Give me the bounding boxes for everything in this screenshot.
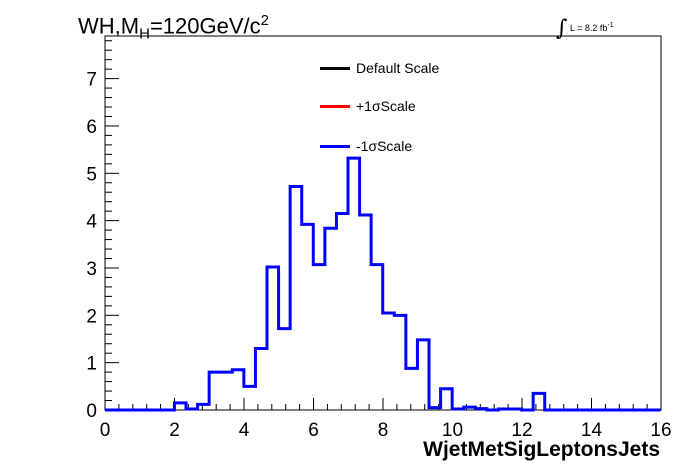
y-tick-label: 6 [86,117,97,138]
legend-label-default: Default Scale [356,60,440,76]
luminosity-unit-sup: -1 [607,21,614,29]
y-tick-label: 4 [86,212,97,233]
legend-label-minus1sigma: -1σScale [356,138,413,154]
plot-frame [104,35,662,411]
y-tick-label: 1 [86,354,97,375]
chart-title: WH,MH=120GeV/c2 [78,12,269,43]
legend-label-plus1sigma: +1σScale [356,98,416,114]
integral-icon: ∫ [556,16,568,41]
y-tick-label: 7 [86,70,97,91]
legend-item-default: Default Scale [320,58,439,78]
x-tick-label: 10 [442,420,463,441]
x-tick-label: 6 [308,420,319,441]
x-tick-label: 14 [581,420,603,441]
legend-line-minus1sigma [320,144,350,148]
x-tick-label: 0 [100,420,111,441]
legend-item-minus1sigma: -1σScale [320,136,412,156]
x-tick-label: 8 [378,420,389,441]
x-tick-label: 2 [169,420,180,441]
title-subscript: H [139,25,150,43]
x-tick-label: 12 [511,420,532,441]
x-axis: 0 2 4 6 8 10 12 14 16 [100,398,672,441]
y-tick-label: 3 [86,259,97,280]
luminosity-text: L = 8.2 fb [569,22,608,33]
title-main: WH,M [78,13,140,39]
x-axis-label: WjetMetSigLeptonsJets [423,438,660,461]
y-tick-label: 2 [86,306,97,327]
luminosity-label: ∫ L = 8.2 fb-1 [556,16,614,41]
y-tick-label: 0 [86,401,97,422]
x-tick-label: 16 [650,420,671,441]
y-tick-label: 5 [86,164,97,185]
x-tick-label: 4 [239,420,250,441]
title-superscript: 2 [260,12,269,29]
legend-line-default [320,66,350,70]
title-rest: =120GeV/c [149,13,261,39]
series-group [105,156,661,412]
legend-item-plus1sigma: +1σScale [320,96,416,116]
series-line-minus1sigma [105,156,661,412]
legend-line-plus1sigma [320,104,350,108]
y-axis: 0 1 2 3 4 5 6 7 [86,40,119,422]
